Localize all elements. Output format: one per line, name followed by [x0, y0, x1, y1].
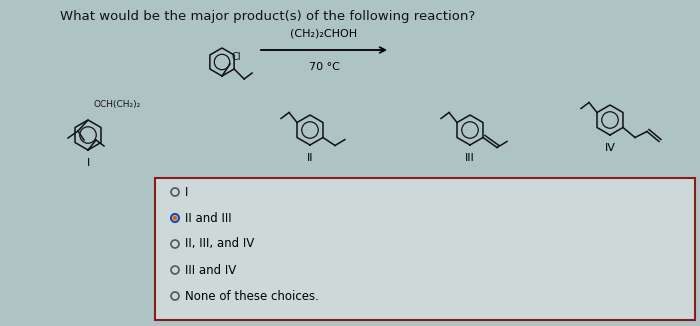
Circle shape: [173, 216, 177, 220]
Text: II, III, and IV: II, III, and IV: [185, 238, 254, 250]
Text: OCH(CH₂)₂: OCH(CH₂)₂: [94, 100, 141, 109]
Text: II: II: [307, 153, 314, 163]
Text: III: III: [465, 153, 475, 163]
Text: I: I: [86, 158, 90, 168]
Text: CI: CI: [231, 52, 241, 62]
Text: III and IV: III and IV: [185, 263, 237, 276]
Text: (CH₂)₂CHOH: (CH₂)₂CHOH: [290, 28, 358, 38]
Text: IV: IV: [605, 143, 615, 153]
Text: What would be the major product(s) of the following reaction?: What would be the major product(s) of th…: [60, 10, 475, 23]
Text: None of these choices.: None of these choices.: [185, 289, 319, 303]
Text: I: I: [185, 185, 188, 199]
FancyBboxPatch shape: [155, 178, 695, 320]
Text: 70 °C: 70 °C: [309, 62, 340, 72]
Text: II and III: II and III: [185, 212, 232, 225]
